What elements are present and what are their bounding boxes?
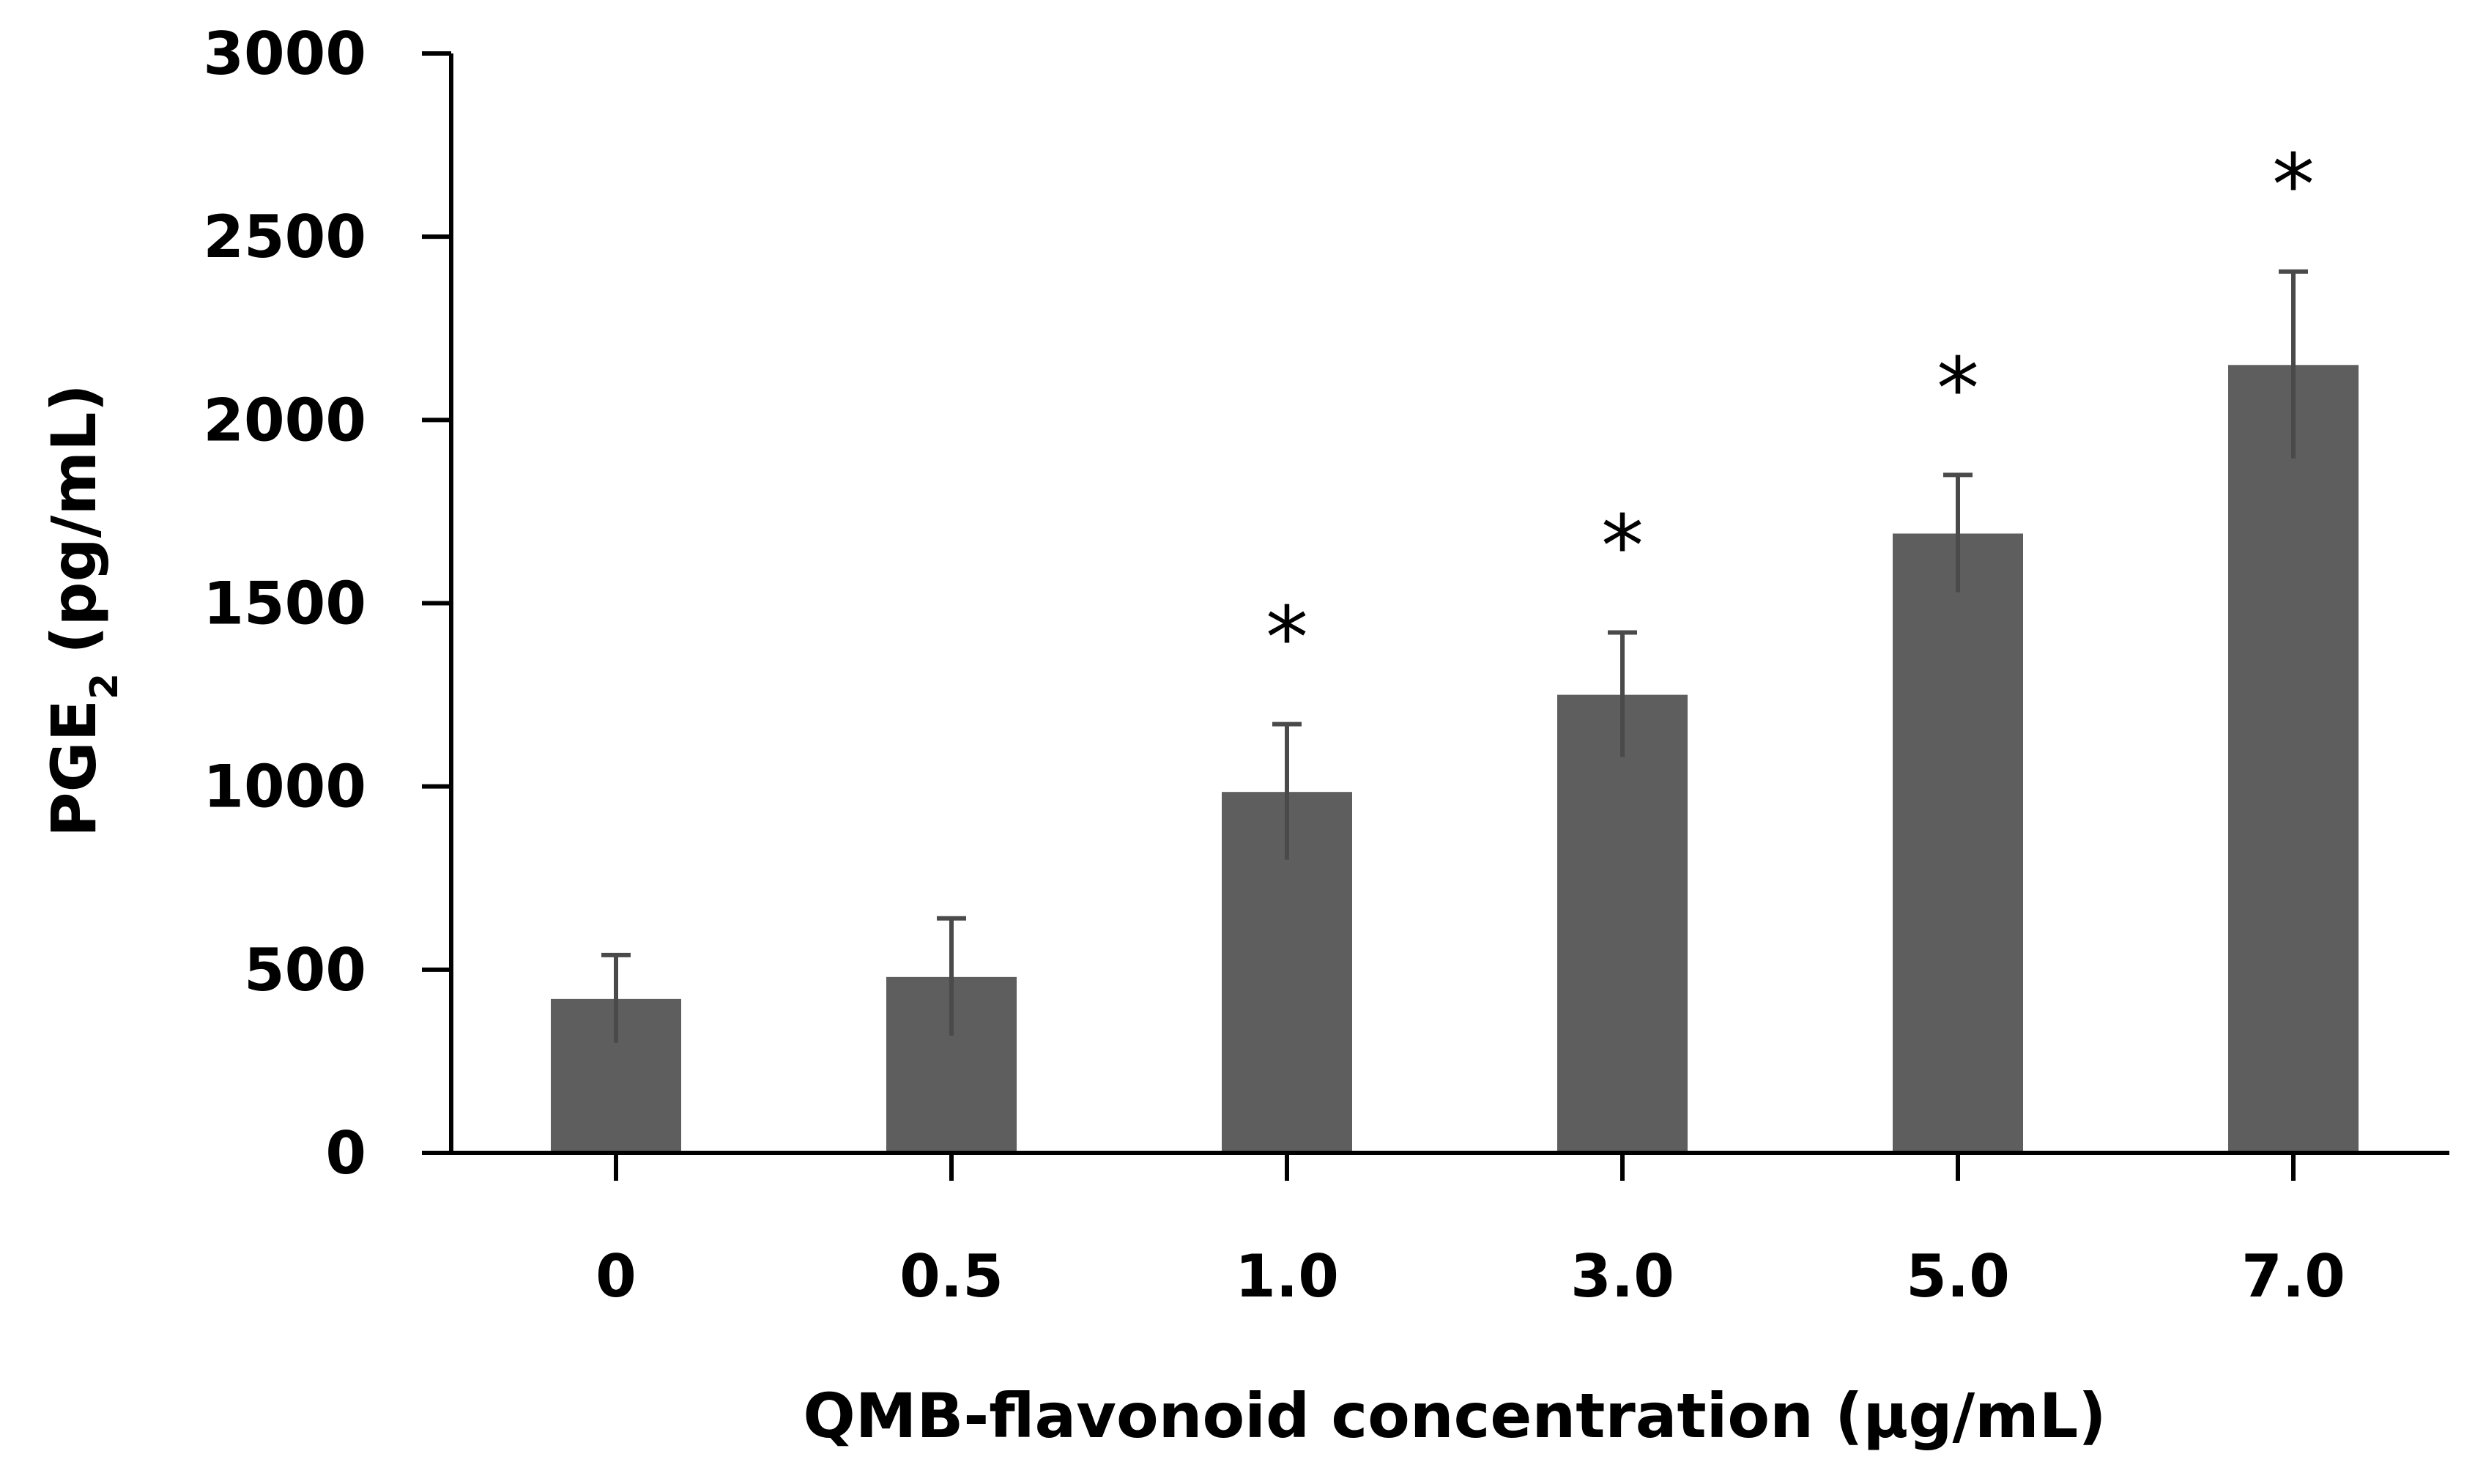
y-tick-label: 2500 — [203, 203, 366, 271]
x-category-label: 7.0 — [2241, 1242, 2345, 1310]
x-category-label: 1.0 — [1235, 1242, 1339, 1310]
y-tick-label: 500 — [244, 936, 366, 1004]
x-ticks-layer: 0 0.5 1.0 3.0 5.0 7.0 — [595, 1153, 2345, 1310]
bar — [2228, 365, 2359, 1153]
y-tick-label: 0 — [325, 1119, 366, 1187]
y-axis-title-unit: (pg/mL) — [38, 384, 110, 654]
x-axis-title: QMB-flavonoid concentration (µg/mL) — [803, 1380, 2106, 1452]
y-axis-title-subscript: 2 — [83, 673, 127, 700]
significance-layer: * * * * — [1266, 136, 2315, 688]
axes-layer — [422, 53, 2449, 1155]
y-ticks-layer: 0 500 1000 1500 2000 2500 3000 — [203, 20, 451, 1187]
x-category-label: 0.5 — [899, 1242, 1003, 1310]
y-axis-title-main: PGE — [38, 700, 110, 837]
significance-asterisk: * — [2272, 136, 2315, 235]
bar — [1893, 533, 2023, 1153]
x-category-label: 0 — [595, 1242, 637, 1310]
x-category-label: 5.0 — [1906, 1242, 2010, 1310]
y-tick-label: 2000 — [203, 386, 366, 454]
bars-layer — [551, 365, 2359, 1153]
y-tick-label: 3000 — [203, 20, 366, 88]
y-tick-label: 1500 — [203, 570, 366, 638]
significance-asterisk: * — [1937, 339, 1979, 438]
significance-asterisk: * — [1601, 497, 1644, 596]
bar — [1557, 694, 1688, 1153]
error-bars-layer — [601, 269, 2308, 1043]
significance-asterisk: * — [1266, 589, 1308, 688]
y-axis-title: PGE2 (pg/mL) — [38, 384, 127, 837]
y-tick-label: 1000 — [203, 753, 366, 821]
x-category-label: 3.0 — [1570, 1242, 1674, 1310]
